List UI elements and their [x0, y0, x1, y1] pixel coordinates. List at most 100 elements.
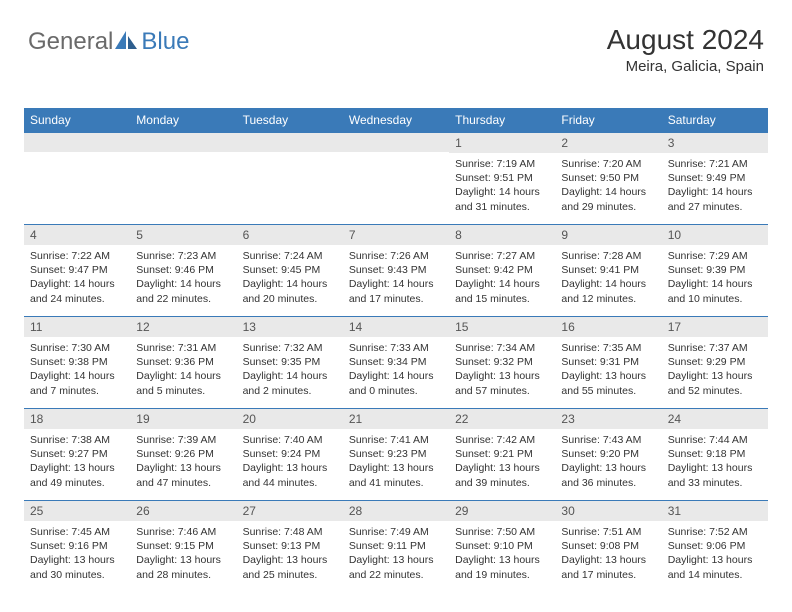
day-number: 4	[24, 224, 130, 245]
calendar-day-cell: 15Sunrise: 7:34 AMSunset: 9:32 PMDayligh…	[449, 316, 555, 408]
calendar-day-cell: 30Sunrise: 7:51 AMSunset: 9:08 PMDayligh…	[555, 500, 661, 592]
daylight-line1: Daylight: 13 hours	[455, 553, 549, 567]
day-number: 26	[130, 500, 236, 521]
day-content: Sunrise: 7:21 AMSunset: 9:49 PMDaylight:…	[662, 153, 768, 220]
calendar-day-cell: 11Sunrise: 7:30 AMSunset: 9:38 PMDayligh…	[24, 316, 130, 408]
daylight-line1: Daylight: 14 hours	[30, 369, 124, 383]
daylight-line1: Daylight: 13 hours	[243, 461, 337, 475]
sunrise-text: Sunrise: 7:31 AM	[136, 341, 230, 355]
daylight-line2: and 28 minutes.	[136, 568, 230, 582]
sunrise-text: Sunrise: 7:33 AM	[349, 341, 443, 355]
day-content: Sunrise: 7:23 AMSunset: 9:46 PMDaylight:…	[130, 245, 236, 312]
sunset-text: Sunset: 9:08 PM	[561, 539, 655, 553]
day-number: 28	[343, 500, 449, 521]
daylight-line1: Daylight: 13 hours	[561, 369, 655, 383]
calendar-day-cell	[130, 132, 236, 224]
sunrise-text: Sunrise: 7:37 AM	[668, 341, 762, 355]
day-number: 12	[130, 316, 236, 337]
calendar-week-row: 25Sunrise: 7:45 AMSunset: 9:16 PMDayligh…	[24, 500, 768, 592]
daylight-line2: and 5 minutes.	[136, 384, 230, 398]
calendar-day-cell: 1Sunrise: 7:19 AMSunset: 9:51 PMDaylight…	[449, 132, 555, 224]
daylight-line2: and 17 minutes.	[349, 292, 443, 306]
sunset-text: Sunset: 9:43 PM	[349, 263, 443, 277]
sunset-text: Sunset: 9:34 PM	[349, 355, 443, 369]
calendar-day-cell: 4Sunrise: 7:22 AMSunset: 9:47 PMDaylight…	[24, 224, 130, 316]
sunrise-text: Sunrise: 7:38 AM	[30, 433, 124, 447]
location: Meira, Galicia, Spain	[607, 58, 764, 75]
daylight-line1: Daylight: 14 hours	[243, 369, 337, 383]
daylight-line2: and 55 minutes.	[561, 384, 655, 398]
calendar-day-cell: 13Sunrise: 7:32 AMSunset: 9:35 PMDayligh…	[237, 316, 343, 408]
day-content: Sunrise: 7:39 AMSunset: 9:26 PMDaylight:…	[130, 429, 236, 496]
day-number: 6	[237, 224, 343, 245]
calendar-day-cell: 18Sunrise: 7:38 AMSunset: 9:27 PMDayligh…	[24, 408, 130, 500]
header-right: August 2024 Meira, Galicia, Spain	[607, 24, 764, 75]
daylight-line2: and 7 minutes.	[30, 384, 124, 398]
day-content: Sunrise: 7:35 AMSunset: 9:31 PMDaylight:…	[555, 337, 661, 404]
day-content: Sunrise: 7:33 AMSunset: 9:34 PMDaylight:…	[343, 337, 449, 404]
daylight-line1: Daylight: 13 hours	[455, 369, 549, 383]
sunrise-text: Sunrise: 7:48 AM	[243, 525, 337, 539]
calendar-day-cell: 31Sunrise: 7:52 AMSunset: 9:06 PMDayligh…	[662, 500, 768, 592]
daylight-line2: and 41 minutes.	[349, 476, 443, 490]
calendar-week-row: 18Sunrise: 7:38 AMSunset: 9:27 PMDayligh…	[24, 408, 768, 500]
day-content: Sunrise: 7:32 AMSunset: 9:35 PMDaylight:…	[237, 337, 343, 404]
sunset-text: Sunset: 9:47 PM	[30, 263, 124, 277]
sunset-text: Sunset: 9:36 PM	[136, 355, 230, 369]
sunrise-text: Sunrise: 7:50 AM	[455, 525, 549, 539]
sunset-text: Sunset: 9:27 PM	[30, 447, 124, 461]
calendar-day-cell: 24Sunrise: 7:44 AMSunset: 9:18 PMDayligh…	[662, 408, 768, 500]
sunset-text: Sunset: 9:46 PM	[136, 263, 230, 277]
daylight-line2: and 0 minutes.	[349, 384, 443, 398]
logo-text-general: General	[28, 28, 113, 56]
daylight-line2: and 14 minutes.	[668, 568, 762, 582]
daylight-line1: Daylight: 14 hours	[136, 277, 230, 291]
daylight-line2: and 2 minutes.	[243, 384, 337, 398]
day-content: Sunrise: 7:43 AMSunset: 9:20 PMDaylight:…	[555, 429, 661, 496]
day-number: 29	[449, 500, 555, 521]
sunrise-text: Sunrise: 7:52 AM	[668, 525, 762, 539]
sunset-text: Sunset: 9:18 PM	[668, 447, 762, 461]
daylight-line2: and 31 minutes.	[455, 200, 549, 214]
daylight-line2: and 22 minutes.	[136, 292, 230, 306]
sunrise-text: Sunrise: 7:32 AM	[243, 341, 337, 355]
sunrise-text: Sunrise: 7:51 AM	[561, 525, 655, 539]
sunrise-text: Sunrise: 7:35 AM	[561, 341, 655, 355]
calendar-day-cell: 8Sunrise: 7:27 AMSunset: 9:42 PMDaylight…	[449, 224, 555, 316]
daylight-line1: Daylight: 13 hours	[30, 553, 124, 567]
daylight-line2: and 57 minutes.	[455, 384, 549, 398]
sunset-text: Sunset: 9:23 PM	[349, 447, 443, 461]
weekday-header: Saturday	[662, 108, 768, 132]
sunrise-text: Sunrise: 7:45 AM	[30, 525, 124, 539]
daylight-line2: and 49 minutes.	[30, 476, 124, 490]
calendar-day-cell: 5Sunrise: 7:23 AMSunset: 9:46 PMDaylight…	[130, 224, 236, 316]
calendar-day-cell: 29Sunrise: 7:50 AMSunset: 9:10 PMDayligh…	[449, 500, 555, 592]
day-number: 14	[343, 316, 449, 337]
calendar-week-row: 11Sunrise: 7:30 AMSunset: 9:38 PMDayligh…	[24, 316, 768, 408]
calendar-day-cell: 22Sunrise: 7:42 AMSunset: 9:21 PMDayligh…	[449, 408, 555, 500]
sunset-text: Sunset: 9:21 PM	[455, 447, 549, 461]
sunrise-text: Sunrise: 7:20 AM	[561, 157, 655, 171]
sunset-text: Sunset: 9:51 PM	[455, 171, 549, 185]
day-number: 8	[449, 224, 555, 245]
calendar-day-cell: 3Sunrise: 7:21 AMSunset: 9:49 PMDaylight…	[662, 132, 768, 224]
day-content: Sunrise: 7:49 AMSunset: 9:11 PMDaylight:…	[343, 521, 449, 588]
day-content: Sunrise: 7:20 AMSunset: 9:50 PMDaylight:…	[555, 153, 661, 220]
sunset-text: Sunset: 9:31 PM	[561, 355, 655, 369]
sunrise-text: Sunrise: 7:46 AM	[136, 525, 230, 539]
sunset-text: Sunset: 9:20 PM	[561, 447, 655, 461]
daylight-line2: and 24 minutes.	[30, 292, 124, 306]
sunset-text: Sunset: 9:16 PM	[30, 539, 124, 553]
sunrise-text: Sunrise: 7:42 AM	[455, 433, 549, 447]
sunrise-text: Sunrise: 7:28 AM	[561, 249, 655, 263]
day-number: 21	[343, 408, 449, 429]
day-content: Sunrise: 7:31 AMSunset: 9:36 PMDaylight:…	[130, 337, 236, 404]
daylight-line2: and 15 minutes.	[455, 292, 549, 306]
daylight-line1: Daylight: 14 hours	[561, 185, 655, 199]
sunrise-text: Sunrise: 7:44 AM	[668, 433, 762, 447]
calendar-day-cell: 26Sunrise: 7:46 AMSunset: 9:15 PMDayligh…	[130, 500, 236, 592]
sunset-text: Sunset: 9:06 PM	[668, 539, 762, 553]
daylight-line1: Daylight: 14 hours	[349, 277, 443, 291]
weekday-header: Sunday	[24, 108, 130, 132]
day-number: 20	[237, 408, 343, 429]
